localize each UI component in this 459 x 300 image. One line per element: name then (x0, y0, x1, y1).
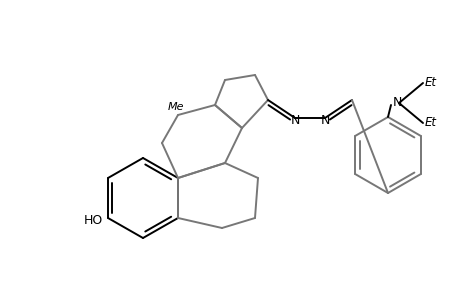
Text: N: N (319, 113, 329, 127)
Text: N: N (392, 97, 402, 110)
Text: Me: Me (168, 102, 184, 112)
Text: N: N (290, 113, 299, 127)
Text: Et: Et (424, 116, 436, 130)
Text: Et: Et (424, 76, 436, 89)
Text: HO: HO (84, 214, 103, 227)
